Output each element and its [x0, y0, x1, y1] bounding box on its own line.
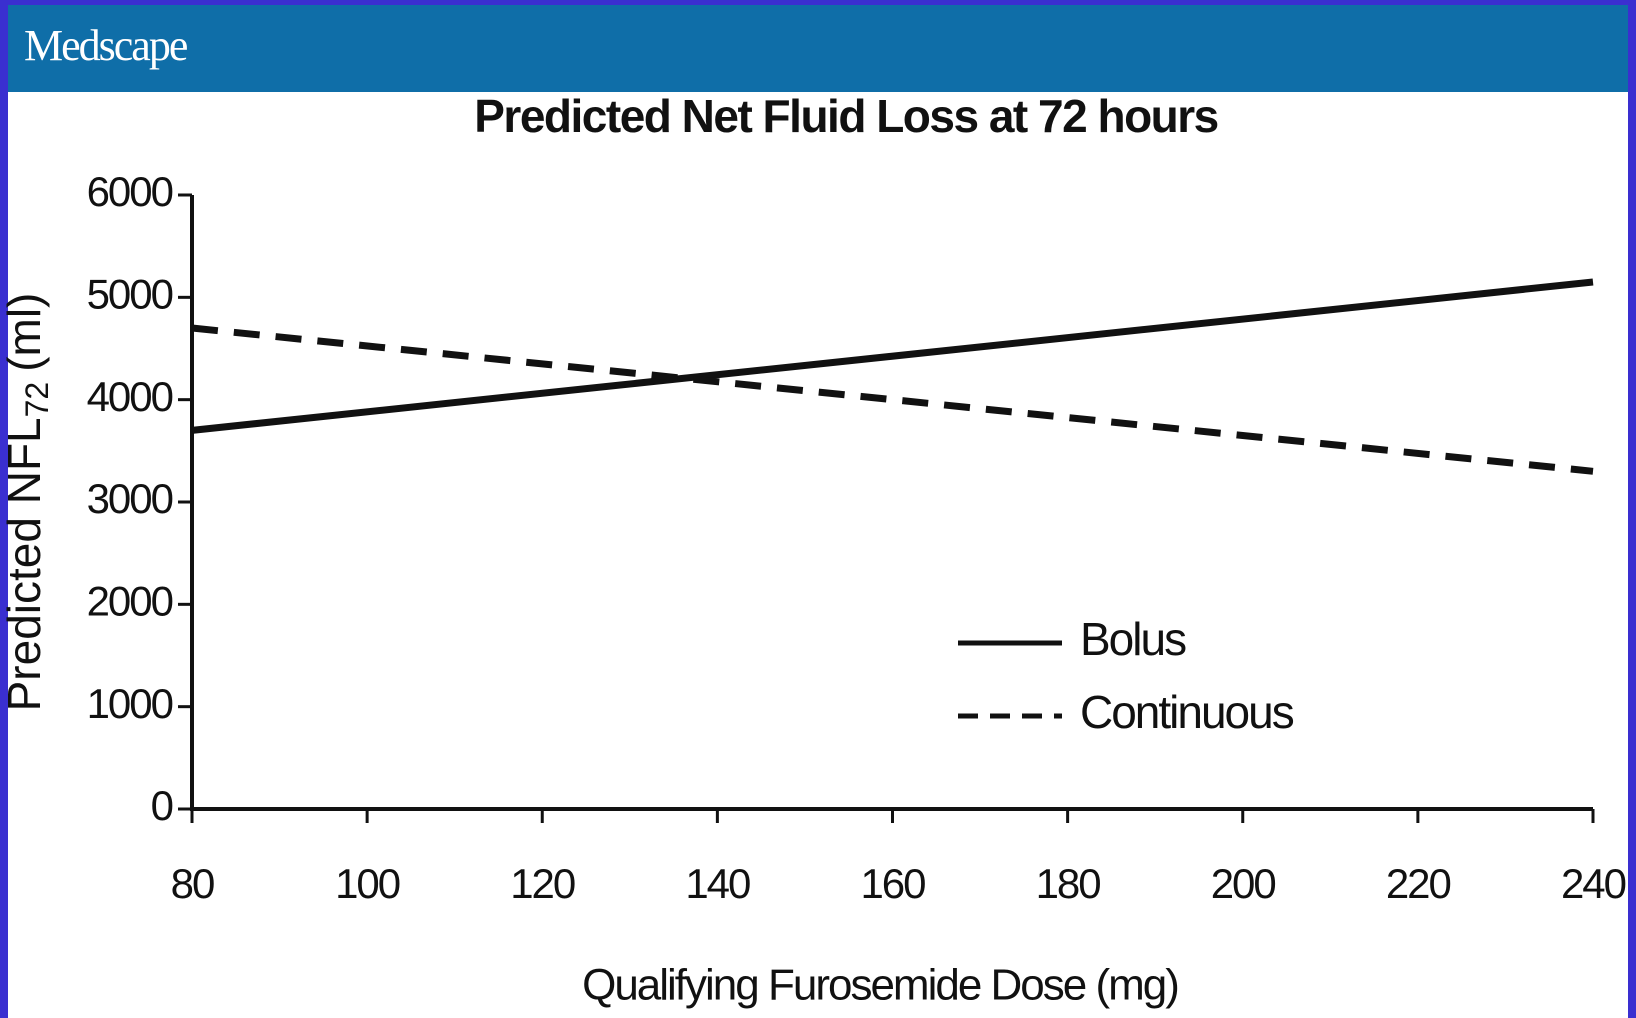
y-label-main: Predicted NFL — [0, 417, 50, 711]
chart-title: Predicted Net Fluid Loss at 72 hours — [474, 90, 1218, 142]
x-tick-label: 240 — [1561, 860, 1626, 907]
x-axis-label: Qualifying Furosemide Dose (mg) — [582, 961, 1178, 1010]
y-tick-label: 6000 — [87, 168, 173, 215]
y-tick-label: 5000 — [87, 270, 173, 317]
series-line — [191, 278, 1594, 434]
x-tick-label: 80 — [171, 860, 214, 907]
legend-label: Continuous — [1080, 686, 1294, 738]
y-tick-label: 1000 — [87, 680, 173, 727]
x-tick-label: 120 — [510, 860, 575, 907]
y-tick-label: 0 — [151, 782, 173, 829]
series-line — [191, 324, 1594, 475]
y-label-subscript: 72 — [19, 382, 55, 418]
x-tick-label: 180 — [1036, 860, 1101, 907]
legend-label: Bolus — [1080, 613, 1186, 665]
panel — [8, 5, 1628, 1018]
y-axis-label: Predicted NFL72 (ml) — [0, 293, 55, 712]
y-tick-label: 3000 — [87, 475, 173, 522]
y-tick-label: 4000 — [87, 373, 173, 420]
header-bar — [8, 5, 1628, 92]
x-tick-label: 220 — [1386, 860, 1451, 907]
brand: Medscape — [24, 21, 187, 70]
x-tick-label: 200 — [1211, 860, 1276, 907]
x-tick-label: 160 — [860, 860, 925, 907]
y-tick-label: 2000 — [87, 577, 173, 624]
x-tick-label: 140 — [685, 860, 750, 907]
x-tick-label: 100 — [335, 860, 400, 907]
y-label-unit: (ml) — [0, 293, 50, 372]
